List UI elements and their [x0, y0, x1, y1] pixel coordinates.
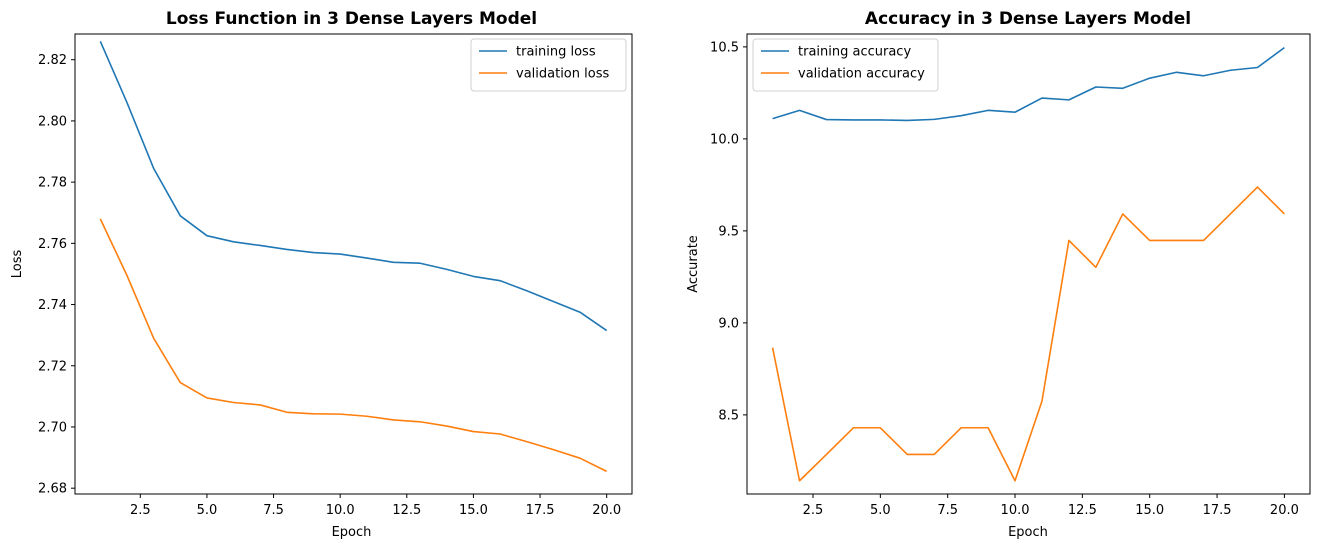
loss-chart-plot-area: 2.5 5.0 7.5 10.0 12.5 15.0 17.5 20.0 2.68 2.70 2.7… [38, 33, 633, 518]
loss-chart-ylabel: Loss [10, 250, 25, 279]
loss-ytick-label: 2.80 [38, 114, 67, 129]
accuracy-series-line-2 [771, 186, 1285, 482]
loss-series-line-2 [99, 218, 608, 473]
loss-xtick-label: 17.5 [526, 503, 555, 518]
accuracy-ytick-label: 10.5 [710, 40, 739, 55]
loss-chart-xlabel: Epoch [332, 525, 372, 540]
accuracy-xtick-label: 12.5 [1068, 503, 1097, 518]
loss-xtick-label: 12.5 [392, 503, 421, 518]
loss-xtick-label: 2.5 [130, 503, 151, 518]
accuracy-ytick-label: 8.5 [718, 408, 739, 423]
loss-ytick-label: 2.70 [38, 420, 67, 435]
accuracy-xtick-label: 10.0 [1001, 503, 1030, 518]
loss-xtick-label: 5.0 [197, 503, 218, 518]
accuracy-ytick-label: 9.5 [718, 224, 739, 239]
accuracy-chart-ylabel: Accurate [686, 235, 701, 293]
accuracy-xtick-label: 2.5 [803, 503, 824, 518]
accuracy-legend-label: training accuracy [798, 45, 911, 60]
loss-legend-box [470, 38, 627, 92]
accuracy-ytick-label: 9.0 [718, 316, 739, 331]
accuracy-chart-plot-area: 2.5 5.0 7.5 10.0 12.5 15.0 17.5 20.0 8.5 9.0 9.5 10… [710, 33, 1311, 518]
accuracy-xtick-label: 15.0 [1135, 503, 1164, 518]
loss-xtick-label: 7.5 [263, 503, 284, 518]
loss-axes-frame [74, 33, 633, 495]
accuracy-axes-frame [746, 33, 1311, 495]
loss-ytick-label: 2.82 [38, 53, 67, 68]
accuracy-xtick-label: 7.5 [937, 503, 958, 518]
loss-legend: training loss validation loss [470, 38, 627, 92]
accuracy-xtick-label: 5.0 [870, 503, 891, 518]
accuracy-series-line-1 [772, 46, 1285, 122]
loss-chart: Loss Function in 3 Dense Layers Model Ep… [10, 9, 633, 540]
accuracy-chart-title: Accuracy in 3 Dense Layers Model [865, 9, 1191, 29]
loss-ytick-label: 2.78 [38, 176, 67, 191]
loss-xtick-label: 15.0 [459, 503, 488, 518]
accuracy-legend-label: validation accuracy [798, 67, 925, 82]
accuracy-legend: training accuracy validation accuracy [752, 38, 939, 92]
loss-ytick-label: 2.68 [38, 482, 67, 497]
loss-chart-title: Loss Function in 3 Dense Layers Model [166, 9, 537, 29]
accuracy-xtick-label: 17.5 [1203, 503, 1232, 518]
loss-ytick-label: 2.76 [38, 237, 67, 252]
loss-ytick-label: 2.74 [38, 298, 67, 313]
loss-xtick-label: 20.0 [592, 503, 621, 518]
loss-ytick-label: 2.72 [38, 359, 67, 374]
accuracy-legend-box [752, 38, 939, 92]
loss-legend-label: validation loss [516, 67, 609, 82]
loss-xtick-label: 10.0 [326, 503, 355, 518]
accuracy-xtick-label: 20.0 [1270, 503, 1299, 518]
accuracy-ytick-label: 10.0 [710, 132, 739, 147]
accuracy-chart-xlabel: Epoch [1008, 525, 1048, 540]
loss-series-line-1 [99, 41, 608, 332]
accuracy-chart: Accuracy in 3 Dense Layers Model Epoch A… [686, 9, 1311, 540]
loss-legend-label: training loss [516, 45, 596, 60]
